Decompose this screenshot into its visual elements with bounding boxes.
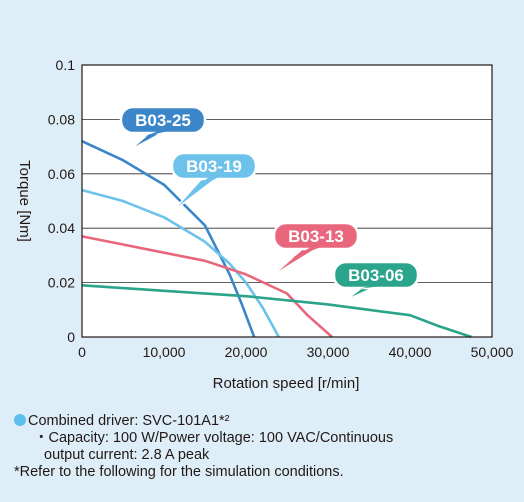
callout-label: B03-19 [186,157,242,176]
y-tick-label: 0 [67,329,75,345]
series-lines [81,140,472,339]
series-line-b03-06 [81,284,472,339]
x-axis-title: Rotation speed [r/min] [213,375,360,392]
callout-label: B03-06 [348,266,404,285]
callout-b03-25: B03-25 [119,105,207,151]
callout-pointer-fill [190,177,219,192]
y-tick-label: 0.08 [48,111,75,127]
callout-b03-19: B03-19 [170,151,258,213]
callout-label: B03-25 [135,111,191,130]
x-tick-label: 20,000 [225,344,268,360]
combined-driver-text: Combined driver: SVC-101A1*² [28,413,230,429]
series-line-b03-13 [81,235,333,338]
plot-border [81,64,493,338]
bullet-mark: ・ [34,430,49,446]
callout-pointer-fill [359,286,381,289]
callout-label: B03-13 [288,227,344,246]
notes-block: Combined driver: SVC-101A1*² ・Capacity: … [14,413,393,481]
series-line-b03-25 [81,140,256,338]
callout-b03-13: B03-13 [271,221,360,277]
callout-box [119,105,207,135]
x-tick-label: 0 [78,344,86,360]
x-tick-label: 50,000 [471,344,514,360]
x-tick-label: 10,000 [143,344,186,360]
refer-note: *Refer to the following for the simulati… [14,464,344,480]
capacity-text-line1: Capacity: 100 W/Power voltage: 100 VAC/C… [48,430,394,446]
callout-pointer-fill [144,131,168,137]
x-tick-labels: 0 10,000 20,000 30,000 40,000 50,000 [78,344,514,360]
bullet-dot-icon [14,414,26,426]
callout-b03-06: B03-06 [332,260,420,301]
capacity-note-line2: output current: 2.8 A peak [44,447,210,463]
x-tick-label: 30,000 [307,344,350,360]
callout-box [272,221,360,251]
y-axis-title: Torque [Nm] [16,160,33,242]
x-tick-label: 40,000 [389,344,432,360]
series-callouts: B03-25 B03-19 B03-13 B03-06 [119,105,420,301]
series-line-b03-19 [81,188,280,338]
y-tick-label: 0.02 [48,275,75,291]
y-tick-label: 0.04 [48,220,75,236]
capacity-note-line1: ・Capacity: 100 W/Power voltage: 100 VAC/… [14,430,393,447]
combined-driver-note: Combined driver: SVC-101A1*² [14,413,393,430]
torque-chart: 0 0.02 0.04 0.06 0.08 0.1 0 10,000 20,000 30,000… [16,57,514,392]
plot-frame [81,64,493,338]
y-tick-label: 0.1 [56,57,76,73]
y-tick-labels: 0 0.02 0.04 0.06 0.08 0.1 [48,57,75,345]
callout-box [332,260,420,290]
callout-pointer-fill [291,247,321,258]
y-tick-label: 0.06 [48,166,75,182]
